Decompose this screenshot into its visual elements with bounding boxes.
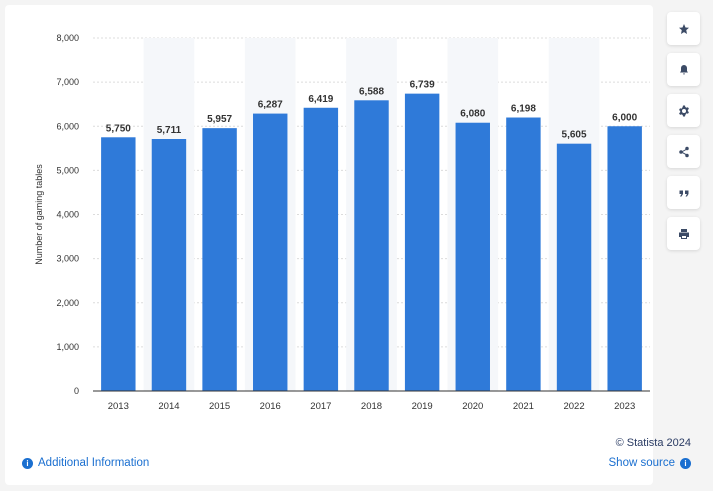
x-tick-label: 2020 — [462, 401, 483, 412]
bar[interactable] — [607, 126, 642, 391]
share-button[interactable] — [667, 135, 700, 168]
bars — [101, 93, 642, 392]
star-icon — [678, 23, 689, 34]
data-label: 6,080 — [460, 109, 485, 120]
info-icon: i — [22, 457, 33, 469]
data-label: 6,198 — [511, 104, 536, 115]
data-label: 5,605 — [562, 130, 587, 141]
x-tick-label: 2016 — [260, 401, 281, 412]
gear-icon — [678, 105, 689, 116]
bar[interactable] — [202, 128, 237, 391]
y-tick-label: 7,000 — [56, 77, 79, 87]
statista-credit[interactable]: © Statista 2024 — [615, 437, 691, 449]
bar[interactable] — [354, 100, 389, 391]
x-tick-label: 2013 — [108, 401, 129, 412]
bar[interactable] — [455, 122, 490, 391]
data-label: 6,419 — [308, 94, 333, 105]
additional-info-link[interactable]: i Additional Information — [22, 457, 149, 469]
data-labels: 5,750 5,711 5,957 6,287 6,419 6,588 6,739 6,080… — [106, 80, 638, 141]
y-tick-label: 2,000 — [56, 298, 79, 308]
y-tick-label: 5,000 — [56, 165, 79, 175]
share-icon — [678, 146, 689, 157]
bar[interactable] — [253, 113, 288, 392]
show-source-link[interactable]: Show source i — [609, 457, 691, 469]
x-axis-ticks: 2013 2014 2015 2016 2017 2018 2019 2020 2021 2022… — [108, 401, 636, 412]
y-axis-label: Number of gaming tables — [34, 164, 44, 265]
favorite-button[interactable] — [667, 12, 700, 45]
y-tick-label: 3,000 — [56, 254, 79, 264]
chart-card: 5,750 5,711 5,957 6,287 6,419 6,588 6,739 6,080… — [5, 5, 653, 485]
y-tick-label: 4,000 — [56, 210, 79, 220]
y-tick-label: 8,000 — [56, 33, 79, 43]
data-label: 5,750 — [106, 123, 131, 134]
bar[interactable] — [101, 137, 136, 391]
bar[interactable] — [506, 117, 541, 392]
bar[interactable] — [151, 139, 187, 391]
cite-button[interactable] — [667, 176, 700, 209]
x-tick-label: 2017 — [310, 401, 331, 412]
print-icon — [678, 228, 689, 239]
additional-info-label: Additional Information — [38, 457, 150, 469]
x-tick-label: 2023 — [614, 401, 635, 412]
bell-icon — [679, 64, 688, 74]
info-icon: i — [680, 457, 691, 469]
bar[interactable] — [404, 93, 440, 391]
bar-chart: 5,750 5,711 5,957 6,287 6,419 6,588 6,739 6,080… — [34, 33, 650, 412]
x-tick-label: 2021 — [513, 401, 534, 412]
y-tick-label: 0 — [74, 386, 79, 396]
x-tick-label: 2019 — [412, 401, 433, 412]
bar[interactable] — [556, 143, 592, 391]
notification-button[interactable] — [667, 53, 700, 86]
print-button[interactable] — [667, 217, 700, 250]
x-tick-label: 2015 — [209, 401, 230, 412]
show-source-label: Show source — [608, 457, 675, 469]
bar[interactable] — [303, 107, 339, 391]
x-tick-label: 2022 — [563, 401, 584, 412]
x-tick-label: 2018 — [361, 401, 382, 412]
y-tick-label: 6,000 — [56, 121, 79, 131]
data-label: 5,957 — [207, 114, 232, 125]
data-label: 6,287 — [258, 100, 283, 111]
data-label: 6,739 — [410, 80, 435, 91]
side-toolbar — [667, 12, 700, 250]
y-axis-ticks: 0 1,000 2,000 3,000 4,000 5,000 6,000 7,000 8,00… — [56, 33, 79, 396]
y-tick-label: 1,000 — [56, 342, 79, 352]
data-label: 5,711 — [157, 125, 182, 136]
data-label: 6,000 — [612, 112, 637, 123]
data-label: 6,588 — [359, 86, 384, 97]
settings-button[interactable] — [667, 94, 700, 127]
x-tick-label: 2014 — [158, 401, 179, 412]
quote-icon — [679, 190, 688, 196]
